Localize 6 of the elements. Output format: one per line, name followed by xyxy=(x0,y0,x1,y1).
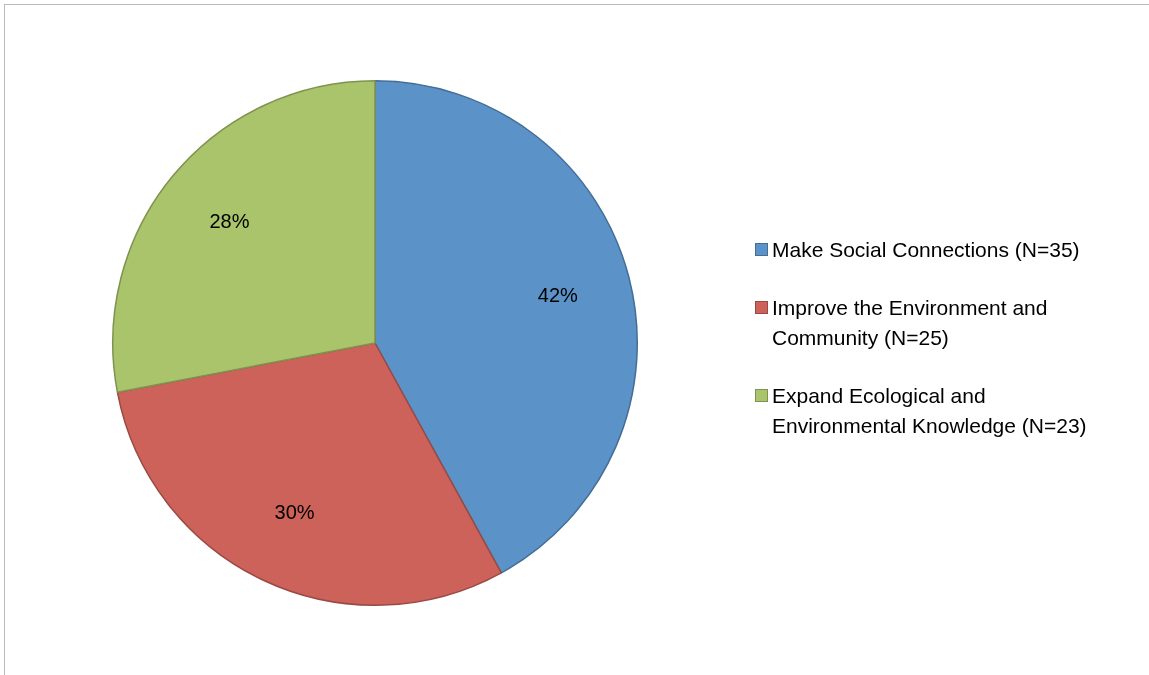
legend-label: Make Social Connections (N=35) xyxy=(772,237,1080,263)
data-label: 28% xyxy=(209,210,250,233)
legend-label: Improve the Environment and Community (N=25) xyxy=(772,295,1049,351)
data-label: 42% xyxy=(537,283,579,306)
data-label: 30% xyxy=(274,501,315,524)
legend-label: Expand Ecological and Environmental Knowledge (N=23) xyxy=(772,383,1088,439)
